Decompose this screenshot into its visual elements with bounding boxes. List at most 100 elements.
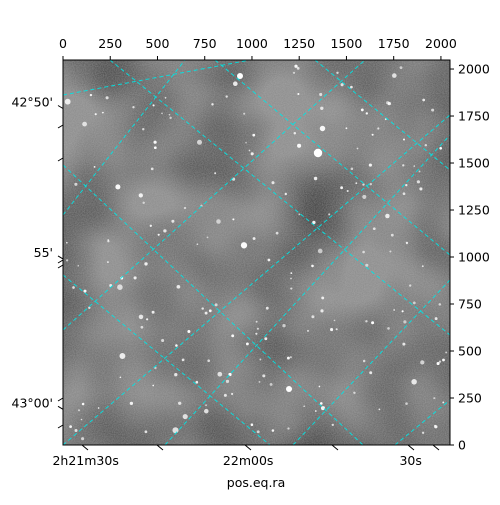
y-tick-label: 1500	[458, 156, 490, 171]
ra-tick	[156, 444, 164, 451]
star	[196, 139, 203, 145]
star	[74, 182, 78, 186]
star	[181, 358, 185, 362]
x-tick-label: 2000	[425, 36, 457, 51]
star	[405, 402, 408, 405]
y-tick-label: 1250	[458, 203, 490, 218]
star	[77, 409, 81, 412]
star	[154, 366, 157, 370]
star	[319, 402, 323, 405]
sky-image	[63, 60, 450, 445]
star	[368, 163, 372, 167]
star	[319, 125, 326, 132]
star	[115, 184, 121, 190]
star	[389, 250, 392, 253]
star	[393, 309, 396, 311]
star	[405, 184, 408, 187]
ra-axis-bottom: 2h21m30s 22m00s 30s	[52, 444, 440, 468]
grid-line	[164, 134, 450, 445]
star	[150, 167, 154, 171]
ra-tick	[331, 444, 339, 451]
star	[157, 233, 160, 236]
grid-line	[63, 114, 450, 445]
star	[81, 437, 85, 441]
star	[142, 127, 145, 131]
star	[106, 261, 109, 264]
star	[178, 401, 182, 405]
star	[362, 194, 367, 199]
star	[245, 141, 247, 144]
star	[372, 227, 376, 231]
x-tick-label: 500	[146, 36, 170, 51]
dec-tick-label: 55'	[34, 245, 53, 260]
star	[362, 250, 365, 254]
star	[442, 401, 445, 404]
star	[81, 402, 85, 406]
star	[153, 140, 157, 144]
star	[231, 392, 234, 396]
star	[168, 113, 171, 116]
dec-tick	[57, 405, 64, 410]
star	[172, 427, 179, 434]
star	[65, 241, 68, 244]
star	[152, 104, 155, 107]
ra-tick	[407, 444, 415, 451]
star	[77, 264, 80, 267]
star	[387, 327, 390, 330]
dec-tick-label: 42°50'	[12, 95, 54, 110]
star	[317, 248, 323, 254]
star	[314, 410, 317, 412]
x-tick-label: 1250	[283, 36, 315, 51]
star	[83, 289, 87, 293]
star	[207, 359, 211, 363]
star	[313, 148, 323, 158]
y-tick-label: 750	[458, 297, 482, 312]
ra-tick	[432, 444, 440, 451]
star	[335, 328, 338, 331]
star	[311, 315, 315, 319]
star	[355, 182, 358, 185]
star	[292, 71, 296, 74]
star	[171, 219, 175, 223]
dec-axis-left: 42°50' 55' 43°00'	[12, 95, 64, 429]
star	[214, 303, 218, 307]
star	[433, 397, 436, 400]
x-tick-label: 250	[98, 36, 122, 51]
dec-tick	[57, 157, 64, 162]
ra-tick-label: 2h21m30s	[52, 453, 118, 468]
grid-line	[214, 60, 450, 256]
star	[256, 430, 260, 434]
star	[331, 423, 334, 427]
ra-tick-label: 22m00s	[223, 453, 274, 468]
grid-line	[63, 60, 186, 216]
star	[204, 311, 208, 315]
star	[204, 408, 209, 414]
y-tick-label: 0	[458, 438, 466, 453]
star	[320, 309, 324, 313]
star	[269, 382, 273, 386]
star	[401, 310, 404, 313]
star	[252, 133, 256, 137]
star	[144, 430, 148, 434]
grid-line	[109, 60, 450, 336]
star	[164, 96, 167, 99]
star	[74, 428, 78, 433]
star	[413, 165, 416, 167]
star	[287, 427, 290, 430]
star	[377, 127, 380, 130]
star	[119, 353, 126, 359]
star	[307, 329, 309, 332]
star	[421, 431, 425, 434]
star	[402, 342, 406, 346]
star	[208, 309, 212, 313]
star	[418, 170, 421, 173]
dec-tick	[57, 264, 64, 269]
x-tick-label: 1750	[378, 36, 410, 51]
star	[201, 307, 204, 310]
star	[399, 66, 403, 70]
star	[320, 106, 324, 110]
star	[385, 213, 390, 219]
star	[255, 332, 258, 335]
star	[328, 213, 331, 216]
